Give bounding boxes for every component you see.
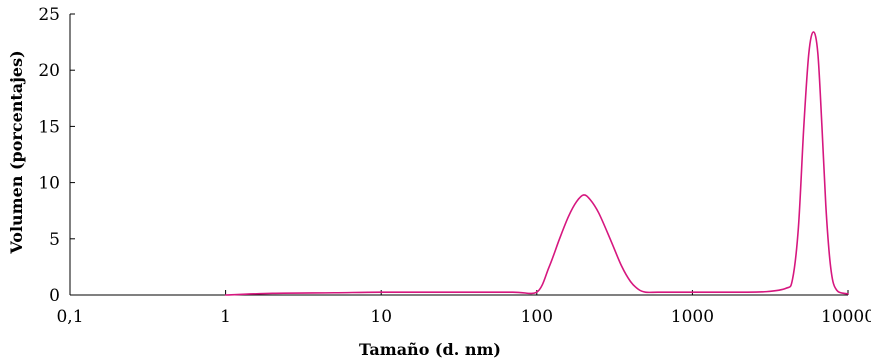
y-tick-label: 15 [38,117,60,137]
x-tick-label: 1 [220,307,231,327]
axes [69,14,848,296]
series-line [224,31,849,296]
y-tick-label: 25 [38,5,60,25]
ticks: 0,1 1 10 100 1000 10000 0 5 10 15 20 25 [38,5,871,327]
y-tick-label: 5 [49,230,60,250]
y-axis-title: Volumen (porcentajes) [7,50,26,254]
x-tick-label: 10 [370,307,392,327]
y-tick-label: 0 [49,286,60,306]
y-tick-label: 10 [38,174,60,194]
x-axis-title: Tamaño (d. nm) [359,340,501,359]
x-tick-label: 1000 [671,307,714,327]
x-tick-label: 10000 [821,307,871,327]
x-tick-label: 100 [521,307,553,327]
y-tick-label: 20 [38,61,60,81]
x-tick-label: 0,1 [56,307,83,327]
series-layer [224,31,849,296]
